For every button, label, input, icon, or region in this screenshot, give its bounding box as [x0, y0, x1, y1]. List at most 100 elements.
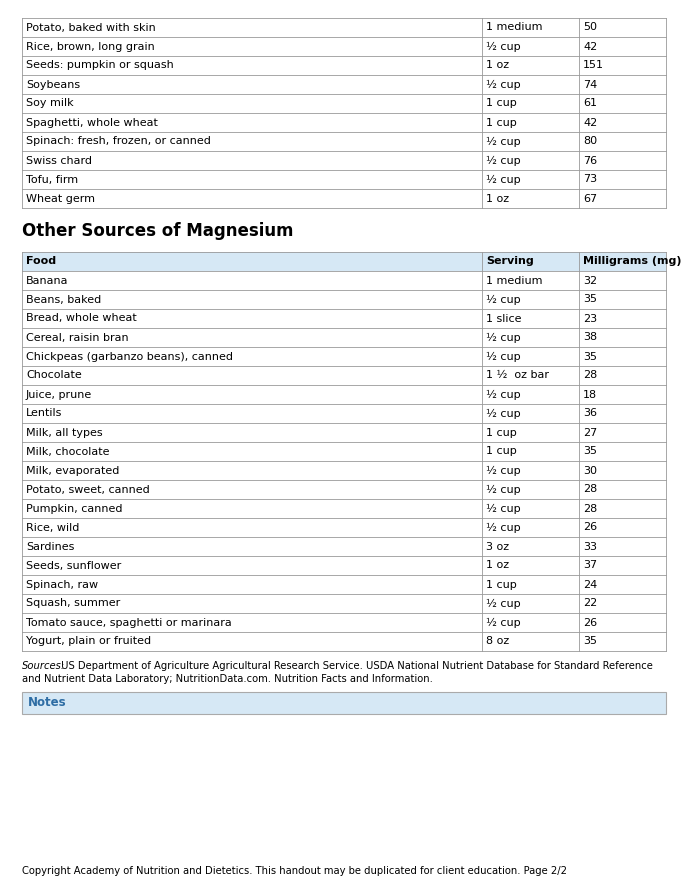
Text: 36: 36: [583, 409, 597, 418]
Bar: [22, 461, 666, 480]
Text: 28: 28: [583, 370, 597, 381]
Text: 76: 76: [583, 156, 597, 166]
Text: ½ cup: ½ cup: [486, 42, 521, 52]
Text: 37: 37: [583, 561, 597, 570]
Text: 35: 35: [583, 447, 597, 457]
Bar: [22, 37, 666, 56]
Text: ½ cup: ½ cup: [486, 504, 521, 514]
Text: Soy milk: Soy milk: [26, 99, 74, 109]
Bar: [22, 94, 666, 113]
Text: Food: Food: [26, 256, 56, 266]
Bar: [22, 347, 666, 366]
Text: Potato, baked with skin: Potato, baked with skin: [26, 22, 155, 33]
Text: Spinach: fresh, frozen, or canned: Spinach: fresh, frozen, or canned: [26, 136, 211, 147]
Bar: [22, 252, 666, 271]
Bar: [22, 632, 666, 651]
Text: 1 cup: 1 cup: [486, 447, 517, 457]
Bar: [22, 423, 666, 442]
Bar: [22, 575, 666, 594]
Text: ½ cup: ½ cup: [486, 465, 521, 475]
Bar: [22, 518, 666, 537]
Text: 38: 38: [583, 333, 597, 343]
Text: ½ cup: ½ cup: [486, 174, 521, 184]
Text: 1 slice: 1 slice: [486, 313, 522, 323]
Text: and Nutrient Data Laboratory; NutritionData.com. Nutrition Facts and Information: and Nutrient Data Laboratory; NutritionD…: [22, 674, 433, 684]
Text: ½ cup: ½ cup: [486, 484, 521, 495]
Text: Pumpkin, canned: Pumpkin, canned: [26, 504, 122, 514]
Text: 1 medium: 1 medium: [486, 276, 543, 286]
Text: 35: 35: [583, 636, 597, 646]
Text: Tofu, firm: Tofu, firm: [26, 174, 78, 184]
Text: Seeds: pumpkin or squash: Seeds: pumpkin or squash: [26, 61, 174, 70]
Bar: [22, 556, 666, 575]
Text: 1 oz: 1 oz: [486, 61, 510, 70]
Text: Banana: Banana: [26, 276, 69, 286]
Text: Chickpeas (garbanzo beans), canned: Chickpeas (garbanzo beans), canned: [26, 352, 233, 361]
Text: US Department of Agriculture Agricultural Research Service. USDA National Nutrie: US Department of Agriculture Agricultura…: [58, 661, 653, 671]
Text: Other Sources of Magnesium: Other Sources of Magnesium: [22, 222, 294, 240]
Text: 74: 74: [583, 79, 597, 90]
Text: Cereal, raisin bran: Cereal, raisin bran: [26, 333, 129, 343]
Text: Milk, chocolate: Milk, chocolate: [26, 447, 109, 457]
Text: Swiss chard: Swiss chard: [26, 156, 92, 166]
Bar: [22, 170, 666, 189]
Text: 80: 80: [583, 136, 597, 147]
Text: Milligrams (mg): Milligrams (mg): [583, 256, 682, 266]
Text: 28: 28: [583, 504, 597, 514]
Text: Bread, whole wheat: Bread, whole wheat: [26, 313, 137, 323]
Bar: [22, 404, 666, 423]
Text: ½ cup: ½ cup: [486, 352, 521, 361]
Bar: [22, 309, 666, 328]
Text: ½ cup: ½ cup: [486, 79, 521, 90]
Bar: [22, 613, 666, 632]
Text: Spinach, raw: Spinach, raw: [26, 579, 98, 589]
Text: ½ cup: ½ cup: [486, 598, 521, 609]
Text: 22: 22: [583, 598, 597, 609]
Bar: [22, 442, 666, 461]
Text: Copyright Academy of Nutrition and Dietetics. This handout may be duplicated for: Copyright Academy of Nutrition and Diete…: [22, 866, 567, 876]
Text: ½ cup: ½ cup: [486, 390, 521, 400]
Text: Lentils: Lentils: [26, 409, 63, 418]
Text: 35: 35: [583, 295, 597, 304]
Bar: [22, 271, 666, 290]
Text: 3 oz: 3 oz: [486, 541, 510, 552]
Bar: [22, 328, 666, 347]
Bar: [22, 692, 666, 714]
Text: Milk, evaporated: Milk, evaporated: [26, 465, 120, 475]
Bar: [22, 132, 666, 151]
Text: 1 oz: 1 oz: [486, 561, 510, 570]
Text: 42: 42: [583, 117, 597, 127]
Text: Tomato sauce, spaghetti or marinara: Tomato sauce, spaghetti or marinara: [26, 618, 232, 627]
Text: Sources:: Sources:: [22, 661, 65, 671]
Text: ½ cup: ½ cup: [486, 295, 521, 304]
Text: 33: 33: [583, 541, 597, 552]
Text: 32: 32: [583, 276, 597, 286]
Text: ½ cup: ½ cup: [486, 409, 521, 418]
Text: 27: 27: [583, 427, 597, 438]
Text: Notes: Notes: [28, 697, 67, 709]
Text: Milk, all types: Milk, all types: [26, 427, 103, 438]
Text: Potato, sweet, canned: Potato, sweet, canned: [26, 484, 150, 495]
Text: Serving: Serving: [486, 256, 534, 266]
Text: 1 ½  oz bar: 1 ½ oz bar: [486, 370, 550, 381]
Bar: [22, 537, 666, 556]
Bar: [22, 290, 666, 309]
Text: 1 cup: 1 cup: [486, 427, 517, 438]
Text: Chocolate: Chocolate: [26, 370, 82, 381]
Text: Sardines: Sardines: [26, 541, 74, 552]
Text: 1 cup: 1 cup: [486, 117, 517, 127]
Text: Seeds, sunflower: Seeds, sunflower: [26, 561, 121, 570]
Text: Wheat germ: Wheat germ: [26, 193, 95, 204]
Bar: [22, 75, 666, 94]
Bar: [22, 385, 666, 404]
Bar: [22, 480, 666, 499]
Bar: [22, 499, 666, 518]
Text: ½ cup: ½ cup: [486, 618, 521, 627]
Text: 67: 67: [583, 193, 597, 204]
Text: 1 medium: 1 medium: [486, 22, 543, 33]
Bar: [22, 366, 666, 385]
Bar: [22, 56, 666, 75]
Text: Yogurt, plain or fruited: Yogurt, plain or fruited: [26, 636, 151, 646]
Text: Beans, baked: Beans, baked: [26, 295, 101, 304]
Text: 26: 26: [583, 522, 597, 532]
